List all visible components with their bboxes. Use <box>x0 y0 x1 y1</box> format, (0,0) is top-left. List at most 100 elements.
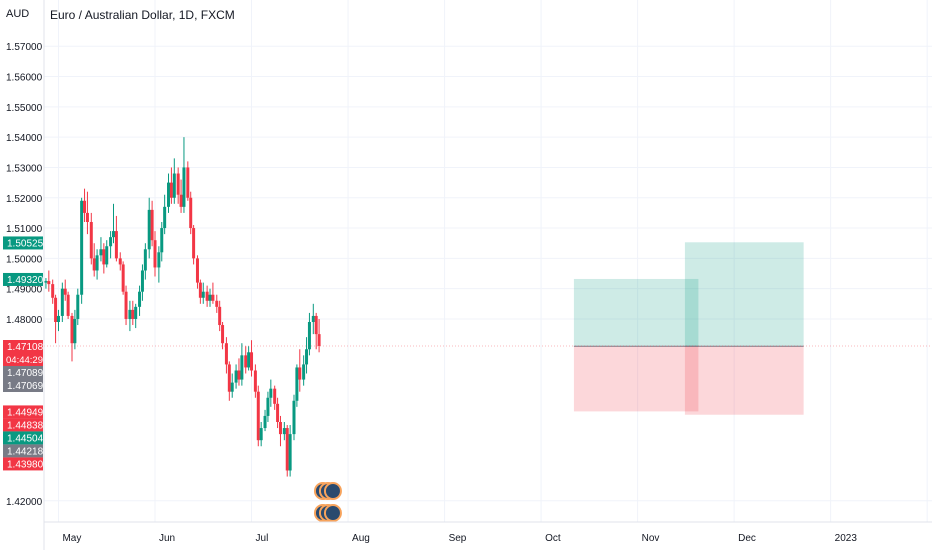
candle-body <box>140 270 144 292</box>
y-tick-label: 1.48000 <box>6 315 43 326</box>
price-label: 1.49320 <box>7 275 44 286</box>
candle-body <box>83 200 87 213</box>
candle-body <box>73 318 77 344</box>
candle-body <box>109 237 113 247</box>
price-label: 1.44218 <box>7 446 44 457</box>
candle-body <box>182 167 186 207</box>
candle-body <box>288 434 292 471</box>
price-label: 1.47089 <box>7 368 44 379</box>
x-tick-label: 2023 <box>835 533 858 544</box>
candle-body <box>237 370 241 380</box>
y-tick-label: 1.49000 <box>6 285 43 296</box>
x-tick-label: Jul <box>256 533 269 544</box>
candle-body <box>295 367 299 401</box>
price-label-box <box>3 340 43 353</box>
candle-body <box>56 315 60 322</box>
price-label-box <box>3 272 43 286</box>
price-label: 1.47069 <box>7 381 44 392</box>
currency-label: AUD <box>6 8 30 20</box>
price-label-box <box>3 405 43 419</box>
candle-body <box>147 209 151 250</box>
y-tick-label: 1.53000 <box>6 163 43 174</box>
candle-body <box>150 209 154 241</box>
candle-body <box>70 315 74 344</box>
candle-body <box>278 422 282 435</box>
candle-body <box>266 397 270 416</box>
price-label: 1.50525 <box>7 238 44 249</box>
candle-body <box>114 231 118 259</box>
candle-body <box>54 297 58 322</box>
candle-body <box>215 300 219 307</box>
candle-body <box>167 182 171 207</box>
candle-body <box>92 258 96 271</box>
candle-body <box>230 382 234 392</box>
candle-body <box>292 400 296 435</box>
x-tick-label: Nov <box>642 533 660 544</box>
candle-body <box>234 370 238 383</box>
position-profit-zone <box>573 278 699 347</box>
candle-body <box>44 281 48 283</box>
candle-body <box>105 246 109 265</box>
candle-body <box>198 282 202 298</box>
candle-body <box>259 428 263 441</box>
candle-body <box>195 258 199 283</box>
candle-body <box>307 322 311 350</box>
candle-body <box>298 367 302 380</box>
candle-body <box>189 197 193 229</box>
candle-body <box>111 231 115 238</box>
candle-body <box>176 173 180 195</box>
candle-body <box>285 428 289 471</box>
candle-body <box>302 364 306 380</box>
price-label-box <box>3 444 43 458</box>
candle-body <box>256 391 260 441</box>
candle-body <box>314 315 318 335</box>
candle-body <box>192 228 196 259</box>
price-label-box <box>3 457 43 471</box>
candle-body <box>128 309 132 319</box>
x-tick-label: Sep <box>449 533 467 544</box>
position-loss-zone <box>573 346 699 412</box>
candle-body <box>51 284 55 298</box>
candle-body <box>163 206 167 229</box>
candle-body <box>118 258 122 265</box>
y-tick-label: 1.51000 <box>6 224 43 235</box>
chart-title: Euro / Australian Dollar, 1D, FXCM <box>50 8 235 22</box>
price-label: 1.47108 <box>7 342 44 353</box>
candle-body <box>269 388 273 398</box>
candle-body <box>172 173 176 198</box>
candle-body <box>244 355 248 368</box>
y-tick-label: 1.54000 <box>6 133 43 144</box>
candle-body <box>124 291 128 319</box>
y-tick-label: 1.56000 <box>6 73 43 84</box>
candle-body <box>273 388 277 404</box>
candle-body <box>276 403 280 422</box>
event-icon <box>323 482 342 500</box>
y-tick-label: 1.52000 <box>6 194 43 205</box>
candle-body <box>47 281 51 285</box>
position-loss-zone <box>684 346 804 415</box>
candle-body <box>305 349 309 365</box>
candle-body <box>221 325 225 344</box>
x-tick-label: Dec <box>738 533 756 544</box>
candle-body <box>99 249 103 256</box>
y-tick-label: 1.50000 <box>6 254 43 265</box>
candle-body <box>201 291 205 298</box>
y-tick-label: 1.42000 <box>6 497 43 508</box>
candle-body <box>186 167 190 198</box>
candle-body <box>169 182 173 198</box>
x-tick-label: Oct <box>545 533 561 544</box>
candle-body <box>247 352 251 368</box>
candle-body <box>211 294 215 301</box>
candle-body <box>143 249 147 271</box>
event-icon <box>323 504 342 522</box>
candle-body <box>240 355 244 380</box>
candle-body <box>121 264 125 292</box>
x-tick-label: May <box>62 533 81 544</box>
candle-body <box>250 352 254 371</box>
price-label-box <box>3 379 43 392</box>
candle-body <box>134 306 138 319</box>
candle-body <box>179 194 183 207</box>
candle-body <box>102 249 106 265</box>
